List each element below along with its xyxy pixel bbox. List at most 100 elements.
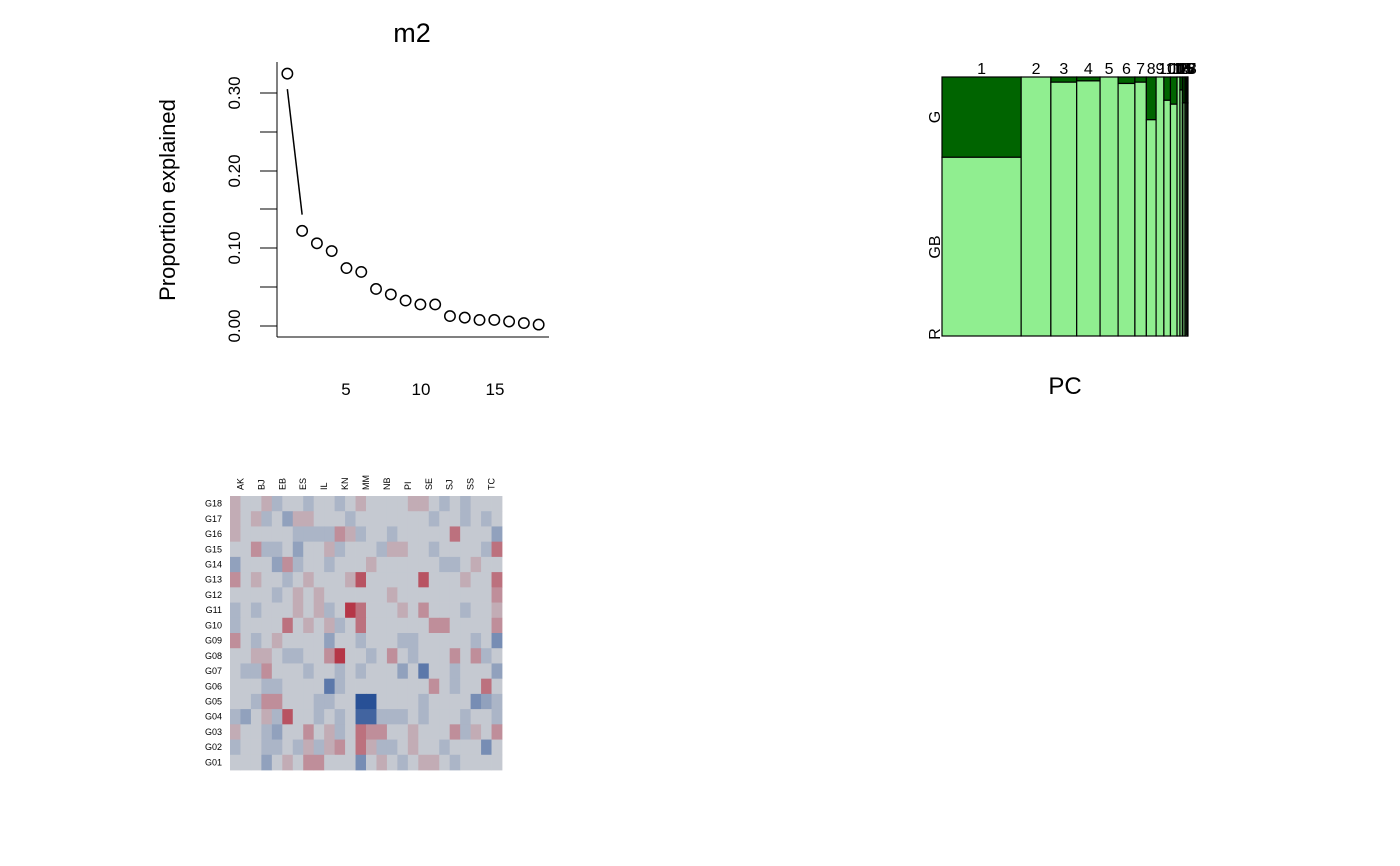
heatmap-cell: [261, 754, 273, 771]
heatmap-cell: [407, 587, 419, 603]
heatmap-cell: [407, 678, 419, 695]
heatmap-cell: [397, 602, 409, 619]
heatmap-cell: [292, 754, 304, 771]
heatmap-cell: [397, 663, 409, 680]
heatmap-cell: [240, 587, 252, 603]
scree-point-4: [325, 245, 338, 257]
heatmap-cell: [230, 633, 241, 649]
heatmap-cell: [460, 587, 472, 603]
heatmap-row-label-g11: G11: [206, 605, 222, 615]
heatmap-cell: [439, 648, 451, 664]
mosaic-column-label-4: 4: [1084, 61, 1093, 78]
heatmap-cell: [418, 526, 430, 543]
heatmap-row-label-g14: G14: [205, 560, 222, 570]
heatmap-cell: [271, 541, 283, 558]
heatmap-cell: [230, 496, 241, 512]
heatmap-cell: [470, 602, 482, 619]
heatmap-cell: [470, 648, 482, 664]
heatmap-cell: [481, 541, 492, 558]
heatmap-cell: [282, 541, 294, 558]
heatmap-cell: [491, 724, 503, 740]
heatmap-cell: [407, 511, 419, 527]
heatmap-cell: [439, 693, 451, 710]
scree-y-axis-label: Proportion explained: [155, 99, 180, 301]
heatmap-cell: [460, 511, 472, 527]
scree-point-6: [355, 265, 368, 278]
mosaic-column-label-9: 9: [1156, 61, 1165, 78]
heatmap-cell: [386, 754, 398, 771]
heatmap-cell: [230, 511, 241, 527]
heatmap-cell: [481, 663, 492, 680]
heatmap-cell: [271, 693, 283, 710]
heatmap-cell: [460, 709, 472, 725]
heatmap-cell: [439, 572, 451, 588]
heatmap-cell: [428, 663, 440, 680]
heatmap-cell: [386, 633, 398, 649]
heatmap-cell: [439, 754, 451, 771]
heatmap-cell: [292, 693, 304, 710]
heatmap-cell: [282, 572, 294, 588]
heatmap-cell: [230, 754, 241, 771]
heatmap-cell: [324, 693, 336, 710]
heatmap-cell: [324, 724, 336, 740]
heatmap-cell: [376, 709, 388, 725]
heatmap-cell: [345, 709, 356, 725]
heatmap-cell: [449, 633, 461, 649]
heatmap-cell: [418, 511, 430, 527]
heatmap-cell: [230, 693, 241, 710]
heatmap-cell: [303, 754, 315, 771]
heatmap-cell: [230, 587, 241, 603]
heatmap-cell: [250, 633, 262, 649]
heatmap-cell: [491, 648, 503, 664]
heatmap-cell: [366, 526, 377, 543]
heatmap-cell: [292, 587, 304, 603]
heatmap-cell: [345, 739, 356, 756]
heatmap-cell: [460, 602, 472, 619]
heatmap-cell: [460, 663, 472, 680]
mosaic-column-label-2: 2: [1032, 61, 1041, 78]
scree-x-tick-label-5: 5: [341, 380, 350, 399]
heatmap-cell: [449, 754, 461, 771]
heatmap: AK BJ EB ES IL KN MM NB PI SE SJ SS TC G18G17G16G15G…: [205, 475, 503, 771]
heatmap-cell: [303, 709, 315, 725]
heatmap-cell: [428, 572, 440, 588]
heatmap-row-label-g04: G04: [205, 712, 222, 722]
heatmap-cell: [397, 496, 409, 512]
heatmap-cell: [250, 739, 262, 756]
heatmap-cell: [355, 556, 367, 573]
heatmap-cell: [271, 754, 283, 771]
heatmap-cell: [491, 709, 503, 725]
mosaic-column-label-10: 10: [1158, 61, 1176, 78]
heatmap-cell: [250, 693, 262, 710]
heatmap-cell: [491, 617, 503, 634]
heatmap-cell: [428, 648, 440, 664]
heatmap-cell: [303, 739, 315, 756]
heatmap-cell: [418, 556, 430, 573]
heatmap-cell: [240, 724, 252, 740]
heatmap-cell: [303, 572, 315, 588]
heatmap-row-label-g16: G16: [205, 529, 222, 539]
heatmap-cell: [481, 739, 492, 756]
scree-y-tick-label-2: 0.20: [225, 154, 244, 187]
heatmap-column-label-il: IL: [319, 482, 329, 490]
heatmap-cell: [418, 648, 430, 664]
heatmap-cell: [376, 739, 388, 756]
heatmap-cell: [386, 602, 398, 619]
heatmap-cell: [428, 587, 440, 603]
heatmap-row-label-g03: G03: [205, 727, 222, 737]
heatmap-cell: [250, 526, 262, 543]
heatmap-cell: [407, 496, 419, 512]
heatmap-cell: [271, 602, 283, 619]
heatmap-cell: [261, 526, 273, 543]
heatmap-cell: [324, 511, 336, 527]
heatmap-cell: [271, 526, 283, 543]
heatmap-cell: [261, 663, 273, 680]
heatmap-cell: [428, 511, 440, 527]
heatmap-cell: [240, 511, 252, 527]
heatmap-cell: [250, 602, 262, 619]
heatmap-cell: [481, 526, 492, 543]
heatmap-cell: [481, 724, 492, 740]
heatmap-cell: [282, 739, 294, 756]
heatmap-cell: [313, 724, 325, 740]
